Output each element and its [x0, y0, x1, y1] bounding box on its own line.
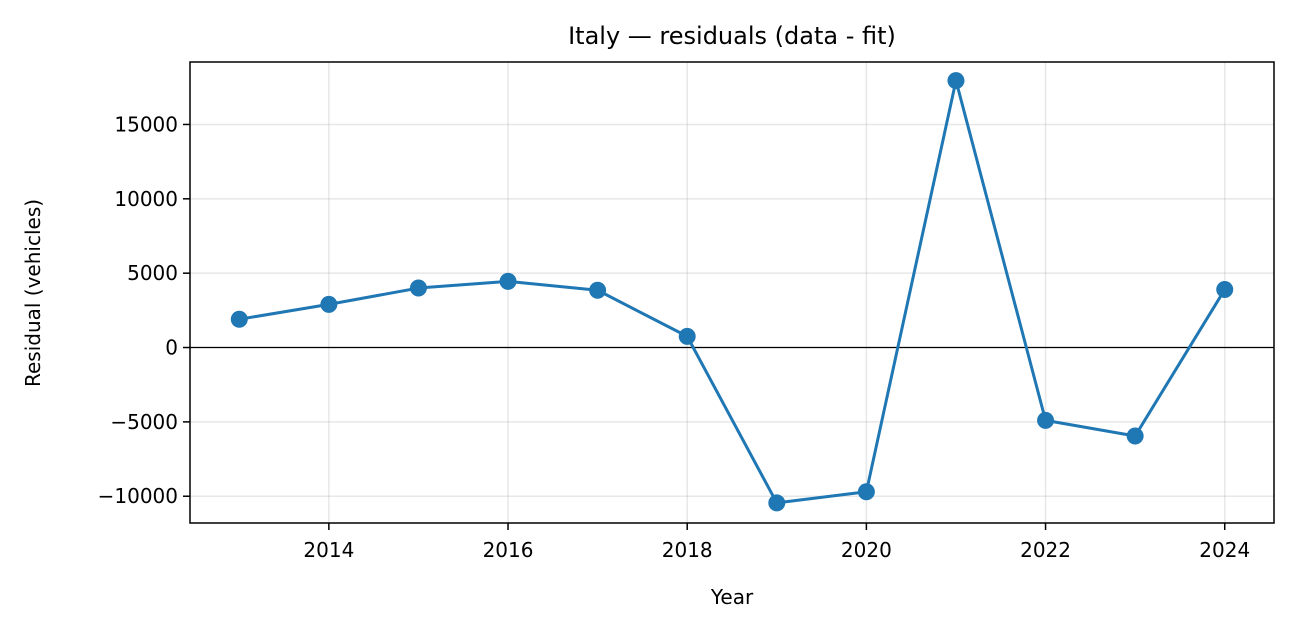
y-tick-label: 15000 — [114, 112, 178, 136]
x-axis-label: Year — [710, 585, 754, 609]
data-point — [499, 272, 517, 290]
series-line — [239, 79, 1227, 505]
y-tick-label: 10000 — [114, 187, 178, 211]
data-point — [947, 72, 965, 90]
x-tick-label: 2020 — [841, 538, 892, 562]
data-point — [1037, 411, 1055, 429]
data-point — [320, 295, 338, 313]
y-tick-label: −10000 — [98, 484, 178, 508]
chart-title: Italy — residuals (data - fit) — [568, 22, 896, 50]
x-axis-ticks: 2014 2016 2018 2020 2022 2024 — [303, 523, 1250, 562]
y-axis-ticks: −10000 −5000 0 5000 10000 15000 — [98, 112, 190, 508]
plot-frame — [189, 61, 1275, 524]
data-point — [768, 494, 786, 512]
data-points — [230, 72, 1234, 512]
x-tick-label: 2022 — [1020, 538, 1071, 562]
y-tick-label: 5000 — [127, 261, 178, 285]
x-tick-label: 2014 — [303, 538, 354, 562]
y-tick-label: 0 — [165, 336, 178, 360]
grid-lines — [190, 62, 1274, 523]
series-polyline — [239, 79, 1227, 505]
data-point — [230, 310, 248, 328]
data-point — [857, 483, 875, 501]
x-tick-label: 2016 — [483, 538, 534, 562]
x-tick-label: 2024 — [1199, 538, 1250, 562]
x-tick-label: 2018 — [662, 538, 713, 562]
y-tick-label: −5000 — [110, 410, 178, 434]
y-axis-label: Residual (vehicles) — [21, 199, 45, 387]
data-point — [678, 327, 696, 345]
data-point — [1126, 427, 1144, 445]
data-point — [1216, 281, 1234, 299]
data-point — [589, 281, 607, 299]
data-point — [409, 279, 427, 297]
